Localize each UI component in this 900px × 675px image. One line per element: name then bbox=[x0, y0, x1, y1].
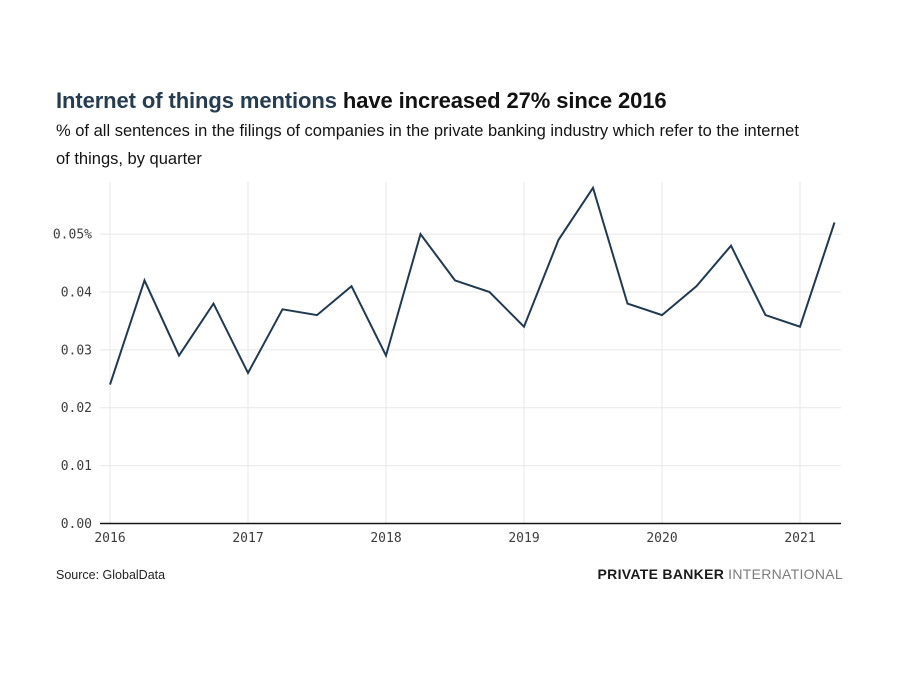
x-axis-tick-label: 2017 bbox=[232, 531, 263, 546]
x-axis-tick-label: 2019 bbox=[508, 531, 539, 546]
title-highlight: Internet of things mentions bbox=[56, 88, 337, 113]
chart-subtitle: % of all sentences in the filings of com… bbox=[56, 122, 799, 168]
x-axis-tick-label: 2016 bbox=[94, 531, 125, 546]
brand-logo-light: INTERNATIONAL bbox=[728, 566, 843, 582]
y-axis-tick-label: 0.02 bbox=[61, 401, 92, 416]
x-axis-tick-label: 2018 bbox=[370, 531, 401, 546]
source-label: Source: GlobalData bbox=[56, 568, 166, 582]
x-axis-tick-label: 2021 bbox=[784, 531, 815, 546]
title-rest: have increased 27% since 2016 bbox=[336, 88, 667, 113]
y-axis-tick-label: 0.05% bbox=[53, 228, 92, 243]
chart-footer: Source: GlobalData PRIVATE BANKER INTERNA… bbox=[56, 566, 843, 582]
y-axis-tick-label: 0.00 bbox=[61, 517, 92, 532]
page-title: Internet of things mentions have increas… bbox=[56, 88, 846, 114]
y-axis-tick-label: 0.01 bbox=[61, 459, 92, 474]
brand-logo: PRIVATE BANKER INTERNATIONAL bbox=[598, 566, 843, 582]
y-axis-tick-label: 0.03 bbox=[61, 343, 92, 358]
y-axis-tick-label: 0.04 bbox=[61, 285, 92, 300]
brand-logo-bold: PRIVATE BANKER bbox=[597, 566, 725, 582]
x-axis-tick-label: 2020 bbox=[646, 531, 677, 546]
iot-mentions-line bbox=[109, 185, 836, 385]
